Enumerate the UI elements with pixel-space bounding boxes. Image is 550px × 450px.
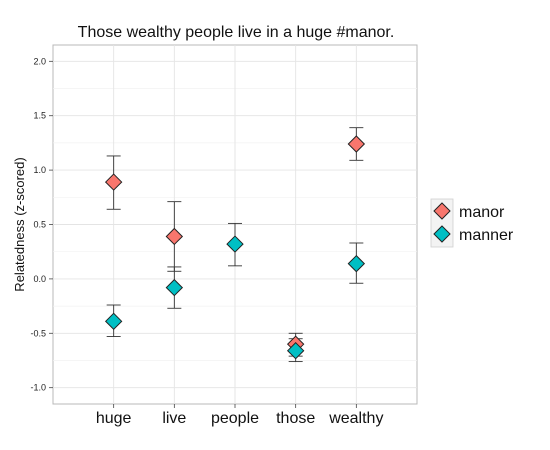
- y-axis-ticks: -1.0 -0.5 0.0 0.5 1.0 1.5 2.0: [30, 56, 53, 393]
- data-point-manner: [165, 278, 184, 297]
- legend: manor manner: [430, 198, 514, 248]
- data-point-manor: [165, 227, 184, 246]
- data-point-manner: [104, 312, 123, 331]
- x-tick-label: live: [162, 410, 186, 427]
- data-point-manor: [347, 135, 366, 153]
- x-tick-label: huge: [96, 410, 132, 427]
- data-marks: [104, 127, 366, 363]
- x-tick-label: wealthy: [328, 410, 383, 427]
- data-point-manner: [226, 235, 244, 253]
- x-tick-label: people: [211, 410, 259, 427]
- y-tick-label: -0.5: [30, 328, 46, 338]
- y-tick-label: 0.0: [33, 274, 46, 284]
- legend-label: manner: [459, 227, 514, 244]
- y-tick-label: 0.5: [33, 220, 46, 230]
- y-tick-label: 1.0: [33, 165, 46, 175]
- y-axis-label: Relatedness (z-scored): [12, 157, 27, 291]
- y-tick-label: 2.0: [33, 56, 46, 66]
- chart-title: Those wealthy people live in a huge #man…: [78, 24, 395, 41]
- x-tick-label: those: [276, 410, 315, 427]
- data-point-manner: [347, 254, 366, 273]
- legend-label: manor: [459, 204, 505, 221]
- data-point-manner: [286, 341, 305, 360]
- x-axis-ticks: huge live people those wealthy: [96, 404, 383, 427]
- y-tick-label: 1.5: [33, 111, 46, 121]
- legend-swatch-manner: [433, 225, 451, 243]
- legend-swatch-manor: [433, 202, 451, 220]
- data-point-manor: [104, 173, 123, 191]
- y-tick-label: -1.0: [30, 383, 46, 393]
